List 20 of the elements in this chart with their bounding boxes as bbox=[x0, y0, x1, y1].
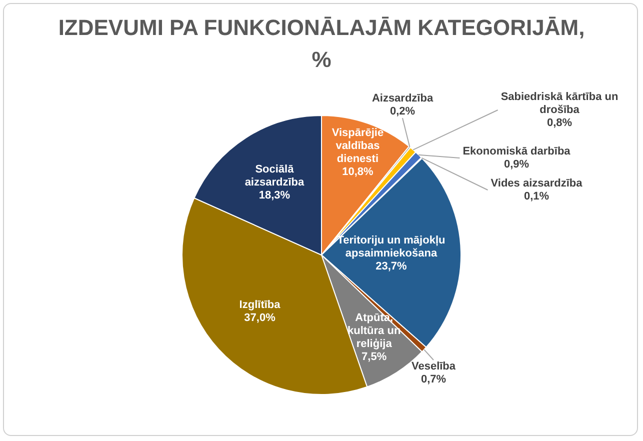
slice-label: Vides aizsardzība bbox=[490, 178, 584, 190]
data-label: 37,0% bbox=[244, 312, 276, 324]
slice-label: Sabiedriskā kārtība un drošība bbox=[500, 91, 618, 116]
data-label: 10,8% bbox=[342, 166, 374, 178]
slice-label: Izglītība bbox=[239, 299, 282, 312]
data-label: 0,8% bbox=[546, 117, 572, 130]
slice-label: Ekonomiskā darbība bbox=[462, 146, 572, 158]
data-label: 0,9% bbox=[504, 158, 530, 171]
data-label: 7,5% bbox=[362, 350, 387, 363]
slice-label: Vispārējie valdības dienesti bbox=[332, 126, 384, 165]
slice-label: Veselība bbox=[411, 360, 456, 373]
data-label: 18,3% bbox=[258, 189, 290, 202]
slice-label: Teritoriju un mājokļu apsaimniekošana bbox=[337, 234, 446, 260]
data-label: 0,2% bbox=[390, 106, 416, 118]
data-label: 0,1% bbox=[524, 190, 550, 203]
data-label: 0,7% bbox=[420, 374, 446, 386]
data-label: 23,7% bbox=[376, 260, 408, 272]
slice-label: Aizsardzība bbox=[372, 92, 434, 105]
chart-title: IZDEVUMI PA FUNKCIONĀLAJĀM KATEGORIJĀM, % bbox=[57, 14, 586, 74]
slice-label: Sociālā aizsardzība bbox=[244, 163, 305, 188]
